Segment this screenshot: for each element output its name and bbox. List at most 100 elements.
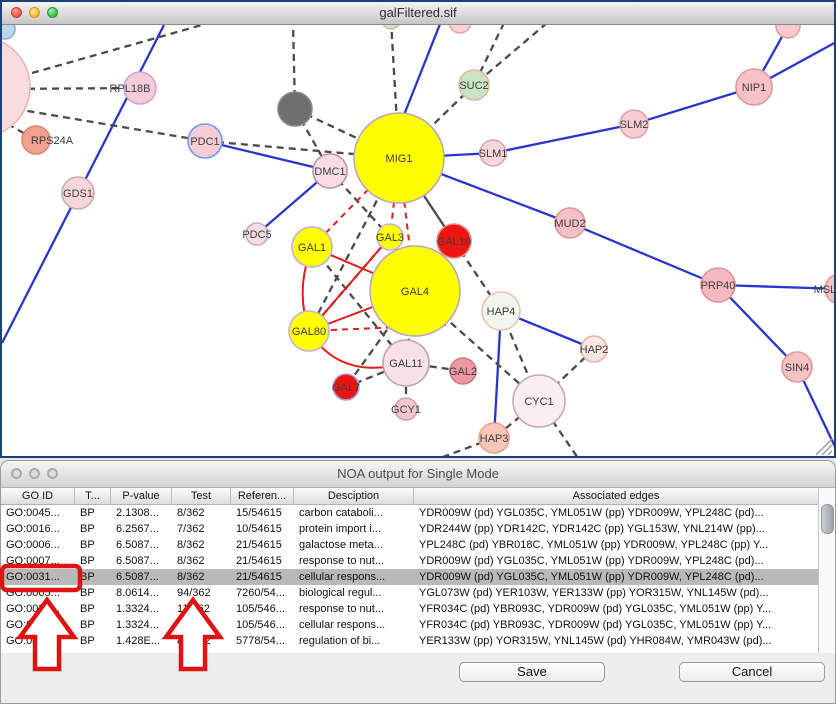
table-cell[interactable]: YDR009W (pd) YGL035C, YML051W (pp) YDR00… [419, 571, 764, 583]
table-row[interactable]: GO:0065... BP 8.0614... 94/362 7260/54... bio… [1, 585, 819, 601]
node-GDS1[interactable] [61, 176, 95, 210]
node-top-pink-1[interactable] [775, 25, 801, 39]
save-button[interactable]: Save [459, 662, 605, 682]
table-row[interactable]: GO:0031... BP 6.5087... 8/362 21/54615 cellul… [1, 569, 819, 585]
node-GAL3[interactable] [376, 223, 404, 251]
table-cell[interactable]: cellular respons... [299, 619, 386, 631]
table-cell[interactable]: 105/546... [236, 603, 285, 615]
column-header-p-value[interactable]: P-value [111, 488, 172, 504]
column-header-go-id[interactable]: GO ID [1, 488, 75, 504]
node-NIP1[interactable] [735, 68, 773, 106]
table-cell[interactable]: GO:0007... [6, 555, 60, 567]
table-cell[interactable]: response to nut... [299, 555, 384, 567]
table-row[interactable]: GO:0045... BP 2.1308... 8/362 15/54615 carbon… [1, 505, 819, 521]
table-cell[interactable]: GO:0065... [6, 587, 60, 599]
table-cell[interactable]: 1.3324... [116, 603, 159, 615]
table-cell[interactable]: GO:0050... [6, 635, 60, 647]
table-cell[interactable]: YDR009W (pd) YGL035C, YML051W (pp) YDR00… [419, 507, 764, 519]
node-MIG1[interactable] [353, 112, 445, 204]
close-button[interactable] [11, 7, 22, 18]
table-cell[interactable]: 21/54615 [236, 539, 282, 551]
table-cell[interactable]: BP [80, 539, 95, 551]
table-cell[interactable]: YDR244W (pp) YDR142C, YDR142C (pp) YGL15… [419, 523, 765, 535]
node-top-green[interactable] [382, 25, 400, 30]
table-row[interactable]: GO:0031... BP 1.3324... 11/362 105/546... res… [1, 601, 819, 617]
minimize-button[interactable] [29, 468, 40, 479]
table-cell[interactable]: YGL073W (pd) YER103W, YER133W (pp) YOR31… [419, 587, 769, 599]
node-SUC2[interactable] [458, 69, 490, 101]
zoom-button[interactable] [47, 468, 58, 479]
node-PRP40[interactable] [700, 267, 736, 303]
table-cell[interactable]: 94/362 [177, 587, 211, 599]
column-header-referen[interactable]: Referen... [231, 488, 294, 504]
table-cell[interactable]: 21/54615 [236, 555, 282, 567]
table-cell[interactable]: 15/54615 [236, 507, 282, 519]
table-cell[interactable]: BP [80, 587, 95, 599]
table-cell[interactable]: 2.1308... [116, 507, 159, 519]
table-cell[interactable]: GO:0031... [6, 571, 60, 583]
table-cell[interactable]: cellular respons... [299, 571, 386, 583]
node-SIN4[interactable] [781, 351, 813, 383]
table-cell[interactable]: GO:0031... [6, 619, 60, 631]
node-HAP3[interactable] [478, 422, 510, 454]
node-GAL1[interactable] [291, 226, 333, 268]
table-cell[interactable]: 6.2567... [116, 523, 159, 535]
table-cell[interactable]: BP [80, 603, 95, 615]
table-cell[interactable]: 10/54615 [236, 523, 282, 535]
node-GCY1[interactable] [394, 397, 418, 421]
node-RPL18B[interactable] [123, 71, 157, 105]
node-SLM1[interactable] [479, 139, 507, 167]
table-row[interactable]: GO:0006... BP 6.5087... 8/362 21/54615 galact… [1, 537, 819, 553]
table-cell[interactable]: 6.5087... [116, 555, 159, 567]
node-GAL2[interactable] [449, 357, 477, 385]
table-cell[interactable]: 80/362 [177, 635, 211, 647]
table-cell[interactable]: YFR034C (pd) YBR093C, YDR009W (pd) YGL03… [419, 603, 772, 615]
node-HAP2[interactable] [580, 335, 608, 363]
zoom-button[interactable] [47, 7, 58, 18]
table-cell[interactable]: YER133W (pp) YOR315W, YNL145W (pd) YHR08… [419, 635, 772, 647]
node-GAL4[interactable] [369, 245, 461, 337]
node-GAL7[interactable] [332, 373, 360, 401]
table-cell[interactable]: GO:0031... [6, 603, 60, 615]
table-cell[interactable]: 1.3324... [116, 619, 159, 631]
table-cell[interactable]: GO:0045... [6, 507, 60, 519]
node-CYC1[interactable] [512, 374, 566, 428]
node-MUD2[interactable] [554, 207, 586, 239]
table-cell[interactable]: YDR009W (pd) YGL035C, YML051W (pp) YDR00… [419, 555, 764, 567]
table-cell[interactable]: 5778/54... [236, 635, 285, 647]
table-cell[interactable]: BP [80, 507, 95, 519]
column-header-test[interactable]: Test [172, 488, 231, 504]
column-header-associated-edges[interactable]: Associated edges [414, 488, 819, 504]
node-PDC5[interactable] [245, 222, 269, 246]
table-cell[interactable]: BP [80, 571, 95, 583]
node-GAL11[interactable] [382, 339, 430, 387]
table-cell[interactable]: regulation of bi... [299, 635, 381, 647]
node-HAP4[interactable] [481, 291, 521, 331]
table-cell[interactable]: BP [80, 635, 95, 647]
table-cell[interactable]: 11/362 [177, 619, 210, 631]
node-MSL1[interactable] [824, 274, 834, 304]
resize-grip[interactable] [821, 444, 833, 456]
table-cell[interactable]: carbon cataboli... [299, 507, 383, 519]
table-cell[interactable]: GO:0006... [6, 539, 60, 551]
node-gray-node[interactable] [277, 91, 313, 127]
node-GAL10[interactable] [436, 223, 472, 259]
node-top-pink-2[interactable] [448, 25, 472, 34]
network-window-titlebar[interactable]: galFiltered.sif [2, 2, 834, 25]
table-row[interactable]: GO:0007... BP 6.5087... 8/362 21/54615 respon… [1, 553, 819, 569]
table-cell[interactable]: YFR034C (pd) YBR093C, YDR009W (pd) YGL03… [419, 619, 772, 631]
scrollbar-track[interactable] [818, 488, 835, 653]
node-RPS24A[interactable] [21, 125, 51, 155]
table-cell[interactable]: 1.428E... [116, 635, 161, 647]
scrollbar-thumb[interactable] [821, 504, 834, 534]
table-cell[interactable]: BP [80, 523, 95, 535]
table-cell[interactable]: galactose meta... [299, 539, 383, 551]
table-cell[interactable]: 11/362 [177, 603, 210, 615]
table-row[interactable]: GO:0050... BP 1.428E... 80/362 5778/54... reg… [1, 633, 819, 649]
cancel-button[interactable]: Cancel [679, 662, 825, 682]
node-SLM2[interactable] [619, 109, 649, 139]
table-cell[interactable]: 6.5087... [116, 539, 159, 551]
node-corner-node[interactable] [2, 25, 16, 40]
node-big-left[interactable] [2, 37, 31, 137]
resize-grip[interactable] [815, 438, 833, 456]
